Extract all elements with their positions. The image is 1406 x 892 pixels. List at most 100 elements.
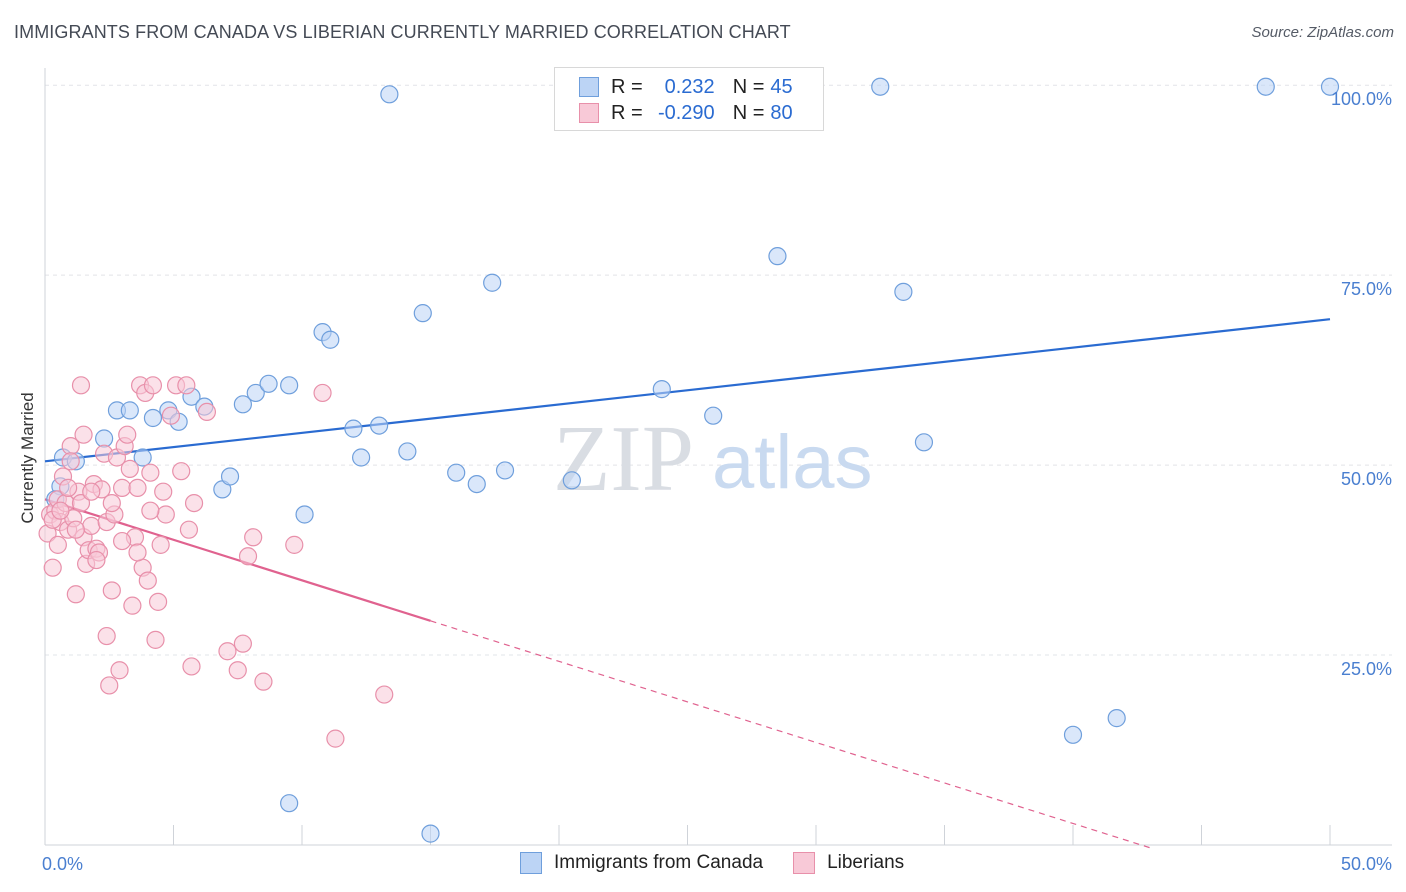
legend-swatch-liberians [579,103,599,123]
point-canada [246,383,265,403]
point-canada [1107,709,1126,728]
point-canada [447,463,466,482]
point-liberian [112,478,132,497]
point-liberian [66,585,85,604]
point-canada [1256,77,1275,96]
point-canada [321,330,340,349]
point-canada [280,376,299,395]
trendline-canada [44,318,1331,463]
point-canada [413,304,432,323]
chart-title: IMMIGRANTS FROM CANADA VS LIBERIAN CURRE… [14,22,791,42]
point-canada [562,471,581,490]
point-canada [914,433,934,452]
point-liberian [326,729,345,748]
legend-item-canada: Immigrants from Canada [520,852,763,874]
point-liberian [141,501,160,520]
point-liberian [313,383,332,403]
point-liberian [61,452,80,471]
point-canada [421,824,440,843]
point-liberian [254,672,273,691]
point-canada [1063,725,1083,744]
point-liberian [138,571,157,590]
point-liberian [146,630,165,649]
axes [44,68,1392,846]
point-liberian [87,550,106,570]
point-canada [344,419,363,438]
legend-swatch-canada [520,852,542,874]
point-liberian [66,520,85,539]
legend-r-value: 0.232 [664,75,715,98]
point-liberian [285,535,304,554]
point-canada [768,247,787,266]
point-liberian [184,493,204,513]
legend-row-liberians: R = -0.290 N = 80 [579,101,804,125]
y-axis-title: Currently Married [18,392,37,523]
point-liberian [182,657,201,676]
legend-n-value: 80 [770,101,793,124]
point-liberian [71,376,91,395]
legend-r-label: R = [611,75,643,98]
point-canada [483,273,502,292]
point-canada [295,505,314,524]
point-liberian [151,535,170,554]
point-canada [233,395,252,414]
point-liberian [375,685,394,704]
point-canada [871,77,890,96]
point-liberian [74,425,93,444]
point-liberian [82,482,101,501]
point-canada [894,282,913,301]
gridlines [45,84,1392,656]
point-liberian [148,592,168,611]
x-tick-label: 50.0% [1341,854,1392,874]
y-tick-label: 75.0% [1341,279,1392,299]
legend-r-label: R = [611,101,643,124]
point-canada [352,448,371,467]
y-tick-label: 50.0% [1341,469,1392,489]
legend-label-liberians: Liberians [827,852,905,873]
point-liberian [218,642,237,661]
point-liberian [172,462,191,481]
point-canada [380,85,399,104]
point-liberian [128,543,147,562]
point-liberian [177,376,196,395]
legend-label-canada: Immigrants from Canada [554,852,764,873]
legend-r-value: -0.290 [657,101,715,124]
point-canada [143,408,163,428]
source-label: Source: ZipAtlas.com [1251,24,1394,41]
point-liberian [120,459,139,478]
legend-swatch-canada [579,77,599,97]
legend-n-value: 45 [770,75,793,98]
stats-legend: R = 0.232 N = 45 R = -0.290 N = 80 [554,67,824,131]
legend-n-label: N = [732,75,765,98]
point-liberian [97,626,116,646]
point-canada [467,474,486,494]
point-liberian [154,482,173,501]
point-liberian [112,531,132,551]
legend-row-canada: R = 0.232 N = 45 [579,75,804,99]
series-legend: Immigrants from Canada Liberians [520,852,934,874]
point-liberian [143,376,163,395]
point-liberian [51,501,70,520]
point-liberian [128,478,147,497]
point-canada [133,448,152,467]
point-canada [495,461,515,480]
legend-swatch-liberians [793,852,816,874]
x-tick-label: 0.0% [42,854,83,874]
point-liberian [118,425,137,444]
watermark-zip: ZIP [553,407,694,511]
y-tick-label: 100.0% [1331,89,1392,109]
point-canada [370,416,389,435]
point-liberian [43,558,62,577]
point-liberian [110,661,129,680]
trendline-liberians-extrapolated [430,620,1151,849]
point-liberian [100,676,119,695]
data-points [38,77,1340,843]
point-liberian [102,493,121,513]
point-canada [704,406,723,425]
point-canada [220,467,240,486]
point-liberian [197,402,217,422]
point-liberian [244,528,263,547]
point-liberian [238,547,258,566]
point-liberian [161,406,181,425]
point-liberian [59,478,78,497]
